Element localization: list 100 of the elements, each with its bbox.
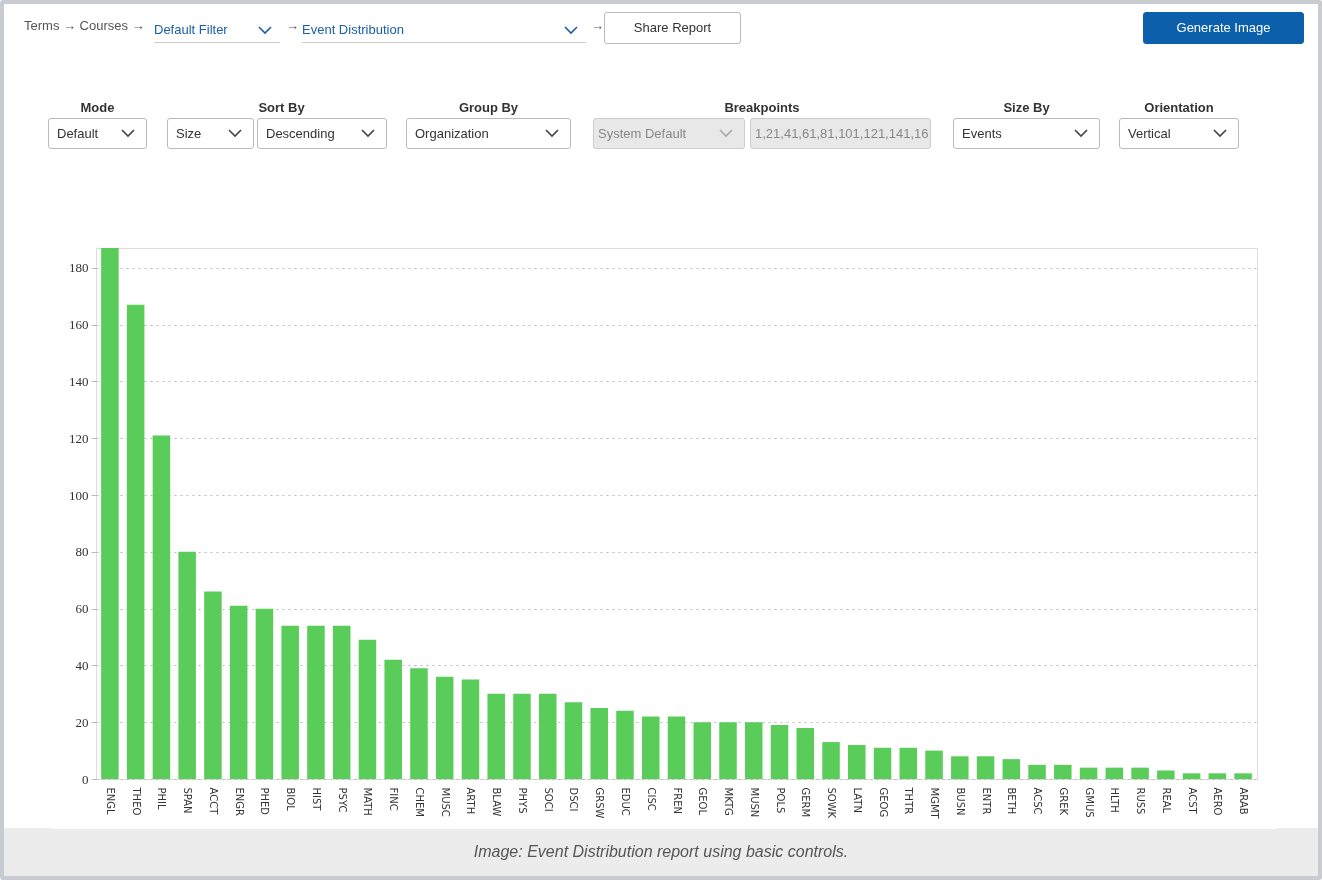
x-tick-label: SOCI (542, 787, 554, 812)
y-tick-label: 20 (75, 714, 89, 730)
bar (1105, 767, 1124, 779)
bar (1157, 770, 1175, 779)
bar (204, 591, 222, 779)
bar (538, 693, 557, 779)
text: Default (48, 118, 147, 149)
bar (1182, 773, 1201, 779)
y-tick-label: 100 (69, 487, 89, 503)
bar (461, 679, 480, 779)
x-tick-label: ACSC (1032, 787, 1044, 815)
x-tick-label: ACCT (207, 787, 219, 816)
bar (1054, 764, 1072, 779)
x-tick-label: REAL (1160, 787, 1172, 814)
bar (641, 716, 660, 779)
x-tick-label: ENGR (233, 787, 245, 817)
x-tick-label: RUSS (1135, 787, 1147, 815)
bar (307, 625, 325, 779)
bar (255, 608, 274, 779)
text: Event Distribution (302, 18, 586, 43)
x-tick-label: HLTH (1109, 787, 1121, 813)
bar (178, 551, 196, 779)
x-tick-label: FREN (671, 787, 683, 814)
x-tick-label: HIST (310, 787, 322, 812)
bar (126, 304, 145, 779)
bar (719, 722, 737, 779)
bar (513, 693, 531, 779)
bar (487, 693, 505, 779)
text: Image: Event Distribution report using basic controls. (4, 828, 1318, 876)
bar (564, 702, 583, 779)
bar (848, 744, 866, 779)
x-tick-label: DSCI (568, 787, 580, 812)
y-tick-label: 40 (75, 657, 89, 673)
x-tick-label: MATH (362, 787, 374, 816)
x-tick-label: CHEM (413, 787, 425, 817)
text: Share Report (604, 12, 741, 44)
text: Sort By (257, 100, 306, 115)
text: Orientation (1143, 100, 1215, 115)
bar (281, 625, 299, 779)
x-tick-label: MGMT (929, 787, 941, 820)
y-tick-label: 140 (69, 373, 89, 389)
x-tick-label: SOWK (826, 787, 838, 819)
bar (693, 722, 712, 779)
y-tick-label: 80 (75, 544, 89, 560)
text: Terms → Courses → (24, 18, 145, 33)
x-tick-label: POLS (774, 787, 786, 814)
text: 1,21,41,61,81,101,121,141,16 (750, 118, 931, 149)
text: System Default (593, 118, 745, 149)
x-tick-label: ENGL (104, 787, 116, 816)
text: Generate Image (1143, 12, 1304, 44)
text: Size By (1002, 100, 1051, 115)
x-tick-label: AERO (1212, 787, 1224, 816)
x-tick-label: BLAW (491, 787, 503, 817)
x-tick-label: CISC (645, 787, 657, 811)
x-tick-label: ENTR (980, 787, 992, 815)
x-tick-label: THEO (130, 786, 142, 816)
text: → (591, 18, 604, 33)
bar (616, 710, 634, 779)
bar (384, 659, 402, 779)
x-tick-label: ARTH (465, 787, 477, 815)
bar (899, 747, 918, 779)
bar (101, 248, 119, 779)
bar (667, 716, 686, 779)
bar (1131, 767, 1149, 779)
y-tick-label: 0 (82, 771, 89, 787)
y-tick-label: 180 (69, 260, 89, 276)
bar (1234, 773, 1252, 779)
bar (822, 742, 840, 779)
bar (435, 676, 454, 779)
bar (358, 639, 377, 779)
bar (1002, 759, 1021, 779)
text: Size (167, 118, 254, 149)
bar (770, 725, 789, 779)
bar (925, 750, 943, 779)
x-tick-label: ACST (1186, 787, 1198, 815)
text: Vertical (1119, 118, 1239, 149)
bar (1208, 773, 1227, 779)
bar (796, 727, 815, 779)
x-tick-label: FINC (388, 787, 400, 811)
x-tick-label: MUSC (439, 787, 451, 817)
x-tick-label: PHIL (156, 787, 168, 810)
text: Mode (79, 100, 116, 115)
bar (951, 756, 969, 779)
x-tick-label: GMUS (1083, 787, 1095, 818)
y-tick-label: 160 (69, 317, 89, 333)
x-tick-label: GRSW (594, 787, 606, 819)
text: Breakpoints (723, 100, 801, 115)
text: Organization (406, 118, 571, 149)
bar (1028, 764, 1046, 779)
x-tick-label: BUSN (954, 787, 966, 816)
bar (976, 756, 995, 779)
x-tick-label: PHYS (516, 787, 528, 814)
text: Default Filter (154, 18, 280, 43)
x-tick-label: LATN (851, 787, 863, 813)
bar (152, 435, 171, 779)
x-tick-label: GEOL (697, 787, 709, 816)
bar (745, 722, 763, 779)
text: → (286, 18, 299, 33)
x-tick-label: THTR (903, 786, 915, 815)
x-tick-label: BETH (1006, 787, 1018, 815)
